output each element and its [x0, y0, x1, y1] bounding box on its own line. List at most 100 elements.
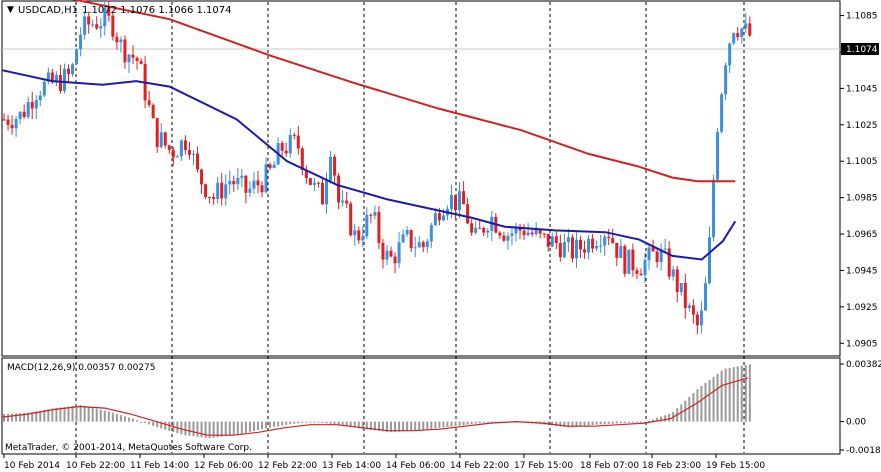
macd-bar	[35, 411, 38, 422]
macd-bar	[462, 421, 465, 426]
macd-bar	[115, 414, 118, 422]
macd-bar	[269, 421, 272, 428]
macd-bar	[571, 421, 574, 428]
time-tick-label: 10 Feb 2014	[4, 461, 60, 471]
macd-bar	[107, 411, 110, 422]
candle	[716, 127, 720, 183]
macd-bar	[422, 421, 425, 430]
macd-bar	[51, 408, 54, 422]
macd-bar	[361, 421, 364, 429]
macd-bar	[644, 421, 647, 423]
macd-bar	[79, 405, 82, 422]
candle	[292, 132, 296, 140]
candle	[260, 181, 264, 198]
candle	[288, 128, 292, 158]
candle	[10, 115, 14, 135]
macd-bar	[305, 421, 308, 423]
candle	[498, 230, 502, 240]
candle	[357, 226, 361, 244]
macd-bar	[623, 421, 626, 423]
macd-bar	[414, 421, 417, 431]
candle	[228, 170, 232, 195]
macd-bar	[95, 408, 98, 422]
macd-bar	[716, 373, 719, 422]
candle	[514, 222, 518, 242]
candle	[14, 115, 18, 137]
candle	[728, 42, 732, 73]
macd-bar	[309, 421, 312, 423]
candle	[558, 234, 562, 262]
macd-bar	[39, 410, 42, 422]
macd-bar	[474, 421, 477, 424]
candle	[46, 67, 50, 85]
header-triangle-icon: ▼	[7, 5, 14, 15]
macd-bar	[390, 421, 393, 433]
candle	[18, 110, 22, 125]
macd-bar	[728, 367, 731, 422]
candle	[603, 234, 607, 256]
macd-bar	[256, 421, 259, 430]
candle	[167, 144, 171, 154]
candle	[91, 19, 95, 28]
candle	[30, 91, 34, 120]
macd-bar	[732, 367, 735, 422]
candle	[393, 252, 397, 274]
macd-bar	[434, 421, 437, 429]
time-tick-label: 10 Feb 22:00	[66, 461, 125, 471]
macd-bar	[160, 421, 163, 429]
macd-bar	[184, 421, 187, 436]
time-tick-label: 14 Feb 06:00	[386, 461, 445, 471]
macd-bar	[692, 393, 695, 422]
macd-bar	[293, 421, 296, 424]
candle	[71, 62, 75, 77]
candle	[429, 222, 433, 248]
main-panel	[1, 0, 841, 357]
macd-bar	[418, 421, 421, 431]
macd-signal-line	[1, 377, 748, 436]
candle	[99, 17, 103, 38]
macd-bar	[345, 421, 348, 427]
candle	[377, 206, 381, 250]
candle	[639, 268, 643, 276]
candle	[38, 90, 42, 107]
macd-bar	[377, 421, 380, 431]
macd-bar	[236, 421, 239, 435]
macd-bar	[724, 368, 727, 422]
candle	[570, 234, 574, 263]
price-tick-label: 1.1085	[846, 12, 878, 22]
macd-bar	[63, 406, 66, 422]
candle	[252, 171, 256, 195]
macd-bar	[265, 421, 268, 429]
macd-bar	[43, 410, 46, 422]
macd-bar	[15, 413, 18, 422]
macd-bar	[164, 421, 167, 430]
candle	[107, 0, 111, 22]
macd-bar	[579, 421, 582, 427]
slow-moving-average-line	[71, 0, 736, 183]
macd-bar	[575, 421, 578, 427]
candle	[458, 181, 462, 219]
macd-bar	[385, 421, 388, 432]
candle	[187, 141, 191, 160]
candle	[405, 226, 409, 237]
macd-bar	[410, 421, 413, 431]
candle	[296, 125, 300, 155]
candle	[341, 190, 345, 207]
macd-bar	[486, 421, 489, 423]
macd-bar	[736, 366, 739, 422]
candle	[550, 232, 554, 248]
macd-bar	[631, 421, 634, 423]
macd-bar	[668, 413, 671, 422]
macd-bar	[23, 412, 26, 422]
macd-bar	[301, 421, 304, 423]
candle	[284, 142, 288, 157]
candle	[369, 213, 373, 224]
macd-bar	[132, 418, 135, 422]
candle	[87, 11, 91, 34]
candle	[683, 273, 687, 319]
macd-bar	[317, 421, 320, 423]
candle	[482, 226, 486, 237]
macd-bar	[688, 396, 691, 422]
candle	[655, 247, 659, 268]
